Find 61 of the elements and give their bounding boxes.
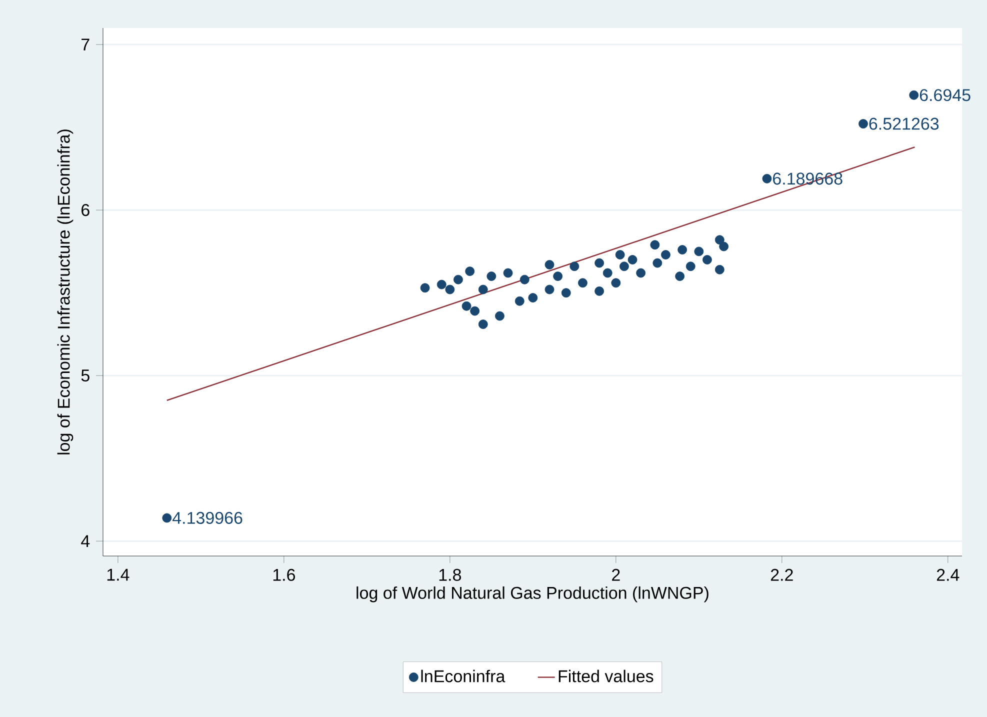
point <box>445 284 455 294</box>
y-tick-label: 6 <box>82 204 90 216</box>
x-tick-label: 2.4 <box>936 568 960 581</box>
x-tick-label: 1.8 <box>439 568 462 581</box>
y-tick-label: 5 <box>81 370 90 382</box>
point <box>661 250 670 260</box>
point <box>514 296 524 306</box>
x-tick-label: 2 <box>612 568 620 581</box>
point <box>594 286 604 296</box>
point <box>478 284 488 294</box>
point <box>602 268 612 278</box>
point <box>465 266 475 276</box>
point <box>675 272 685 281</box>
point <box>544 284 554 294</box>
point <box>702 255 712 264</box>
x-tick-label: 1.6 <box>273 568 295 581</box>
point <box>636 268 646 278</box>
point <box>594 258 604 268</box>
data-label: 6.521263 <box>869 118 939 130</box>
legend-label: Fitted values <box>558 670 654 682</box>
point <box>561 288 571 298</box>
legend-label: lnEconinfra <box>421 670 506 682</box>
point <box>909 90 919 100</box>
x-tick-label: 1.4 <box>107 568 130 581</box>
point <box>615 250 625 260</box>
point <box>652 258 662 268</box>
point <box>620 262 629 272</box>
point <box>650 240 660 250</box>
point <box>694 246 704 256</box>
point <box>520 274 530 284</box>
point <box>470 306 480 316</box>
point <box>462 301 472 311</box>
point <box>436 280 446 290</box>
point <box>578 278 588 288</box>
point <box>495 311 504 321</box>
point <box>478 320 488 329</box>
point <box>162 513 172 523</box>
point <box>570 262 580 272</box>
point <box>611 278 621 288</box>
point <box>454 274 463 284</box>
point <box>762 174 772 184</box>
point <box>420 283 430 293</box>
data-label: 4.139966 <box>172 512 242 524</box>
y-tick-label: 7 <box>82 38 90 50</box>
point <box>678 245 688 254</box>
point <box>528 293 538 302</box>
point <box>544 260 554 270</box>
data-label: 6.6945 <box>920 89 970 102</box>
point <box>719 242 729 252</box>
x-tick-label: 2.2 <box>770 568 793 581</box>
point <box>714 235 724 245</box>
y-tick-label: 4 <box>81 535 90 547</box>
point <box>486 272 496 281</box>
point <box>686 262 696 272</box>
point <box>714 264 724 274</box>
x-axis-title: log of World Natural Gas Production (lnWNGP) <box>356 586 708 602</box>
point <box>503 268 513 278</box>
y-axis-title: log of Economic Infrastructure (lnEconinfra) <box>57 130 74 454</box>
point <box>628 255 638 264</box>
point <box>553 272 563 281</box>
point <box>858 119 868 128</box>
